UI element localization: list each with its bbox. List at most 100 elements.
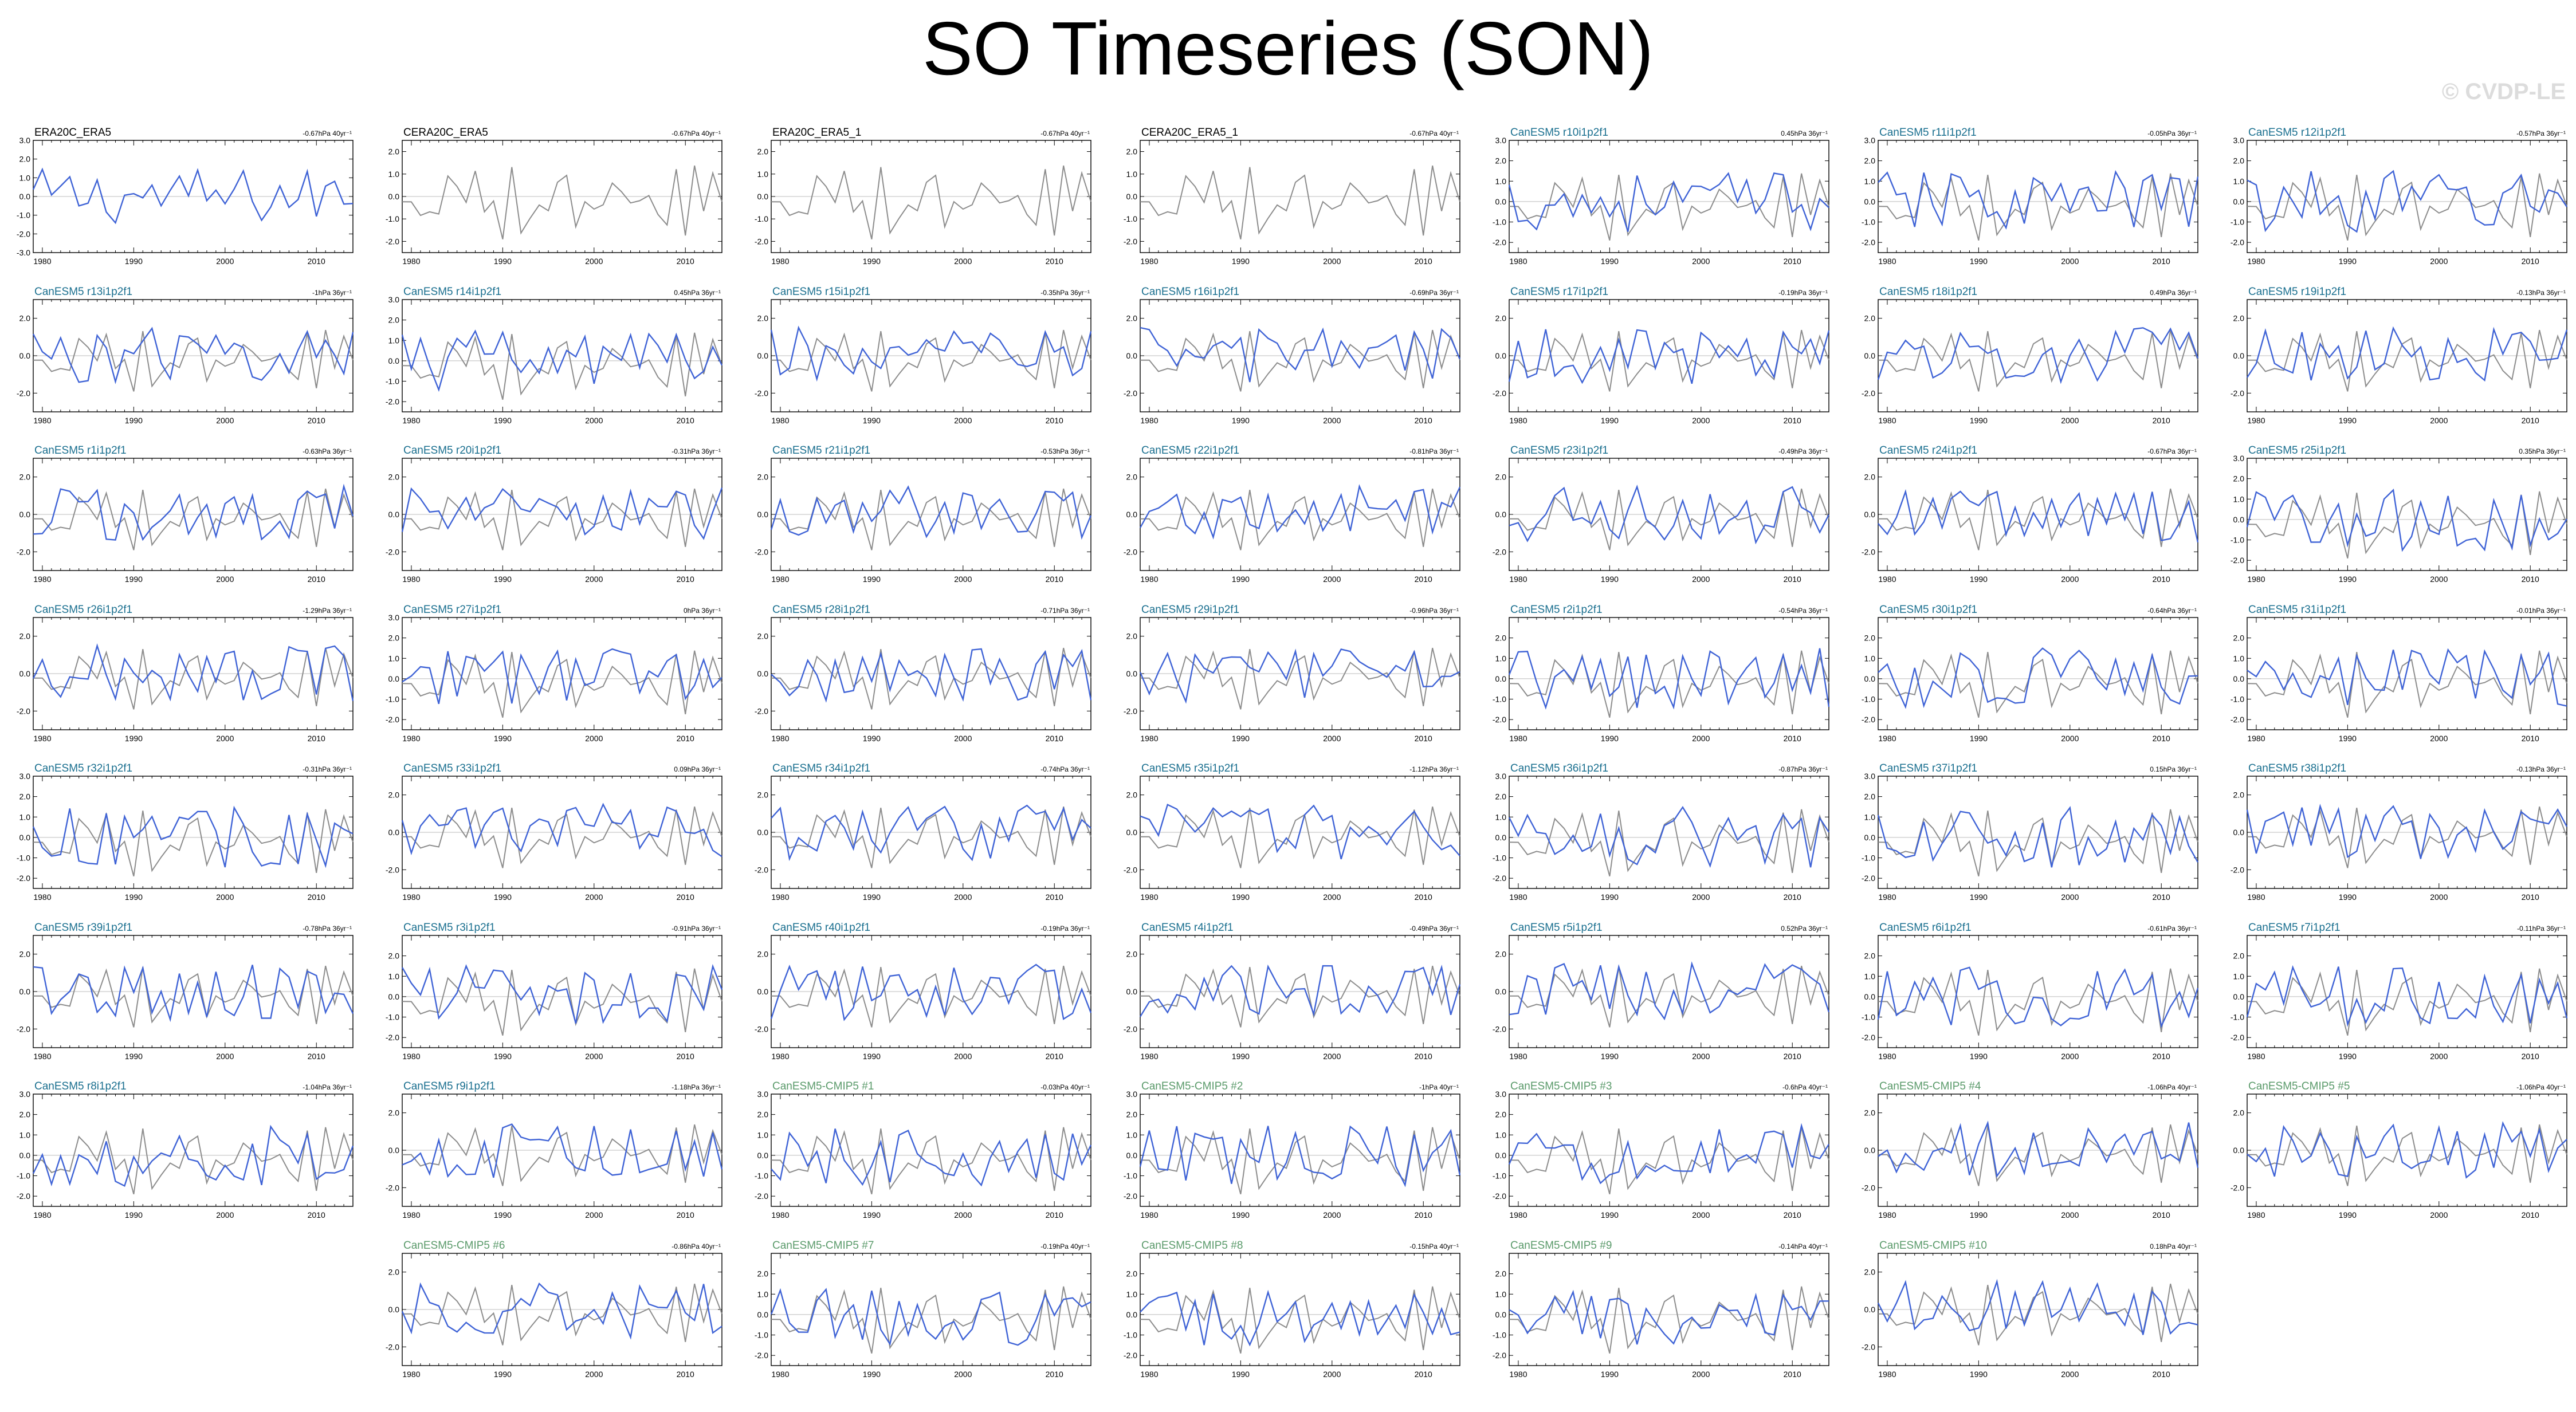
y-tick-label: 2.0 <box>1864 473 1876 482</box>
panel-title: CanESM5 r40i1p2f1 <box>772 922 870 934</box>
y-tick-label: 3.0 <box>19 772 31 781</box>
reference-series-line <box>1878 968 2198 1036</box>
y-tick-label: 0.0 <box>388 674 400 683</box>
y-tick-label: 1.0 <box>1864 654 1876 663</box>
y-tick-label: 2.0 <box>2233 156 2245 166</box>
y-tick-label: -2.0 <box>17 1024 30 1033</box>
y-tick-label: 1.0 <box>1495 812 1507 821</box>
reference-series-line <box>33 1127 354 1195</box>
panel-title: CanESM5 r1i1p2f1 <box>34 445 127 457</box>
x-tick-label: 2010 <box>1046 734 1063 743</box>
x-tick-label: 2010 <box>677 892 694 902</box>
x-tick-label: 2010 <box>1046 892 1063 902</box>
y-tick-label: 3.0 <box>1495 772 1507 781</box>
panel-frame <box>2247 935 2567 1048</box>
y-tick-label: 2.0 <box>2233 790 2245 800</box>
y-tick-label: 2.0 <box>1126 950 1138 959</box>
reference-series-line <box>1878 329 2198 392</box>
y-tick-label: 2.0 <box>19 155 31 164</box>
y-tick-label: -3.0 <box>17 248 30 257</box>
panel-trend-label: -0.87hPa 36yr⁻¹ <box>1778 765 1828 773</box>
timeseries-panel: CanESM5 r26i1p2f1 -1.29hPa 36yr⁻¹ 2.0 0.0 -2… <box>17 604 354 743</box>
model-series-line <box>1509 961 1830 1021</box>
x-tick-label: 1980 <box>33 1210 51 1220</box>
panel-trend-label: -0.78hPa 36yr⁻¹ <box>303 925 352 933</box>
y-tick-label: -2.0 <box>17 388 30 398</box>
panel-title: CanESM5 r32i1p2f1 <box>34 762 132 774</box>
y-tick-label: -1.0 <box>1862 695 1875 704</box>
x-tick-label: 1990 <box>1970 1052 1988 1061</box>
x-tick-label: 1990 <box>863 1370 881 1379</box>
y-tick-label: 1.0 <box>388 170 400 179</box>
reference-series-line <box>2247 173 2567 241</box>
x-tick-label: 1990 <box>125 892 143 902</box>
y-tick-label: 2.0 <box>19 632 31 641</box>
x-tick-label: 2010 <box>2153 892 2170 902</box>
y-tick-label: 0.0 <box>2233 197 2245 206</box>
timeseries-panel: CanESM5 r35i1p2f1 -1.12hPa 36yr⁻¹ 2.0 0.0 -2… <box>1124 762 1460 902</box>
x-tick-label: 2010 <box>1415 575 1432 584</box>
y-tick-label: 2.0 <box>1126 147 1138 156</box>
y-tick-label: -2.0 <box>1862 1033 1875 1042</box>
x-tick-label: 1980 <box>402 734 420 743</box>
panel-trend-label: -0.03hPa 40yr⁻¹ <box>1040 1083 1090 1091</box>
panel-frame <box>1509 140 1829 253</box>
y-tick-label: 0.0 <box>1495 987 1507 996</box>
y-tick-label: 0.0 <box>1495 351 1507 360</box>
y-tick-label: 0.0 <box>1126 510 1138 519</box>
x-tick-label: 2000 <box>954 257 972 266</box>
panel-title: CanESM5 r5i1p2f1 <box>1510 922 1603 934</box>
y-tick-label: -2.0 <box>1862 388 1875 398</box>
x-tick-label: 1990 <box>1232 416 1250 425</box>
panel-trend-label: -0.53hPa 36yr⁻¹ <box>1040 447 1090 455</box>
y-tick-label: -2.0 <box>1493 1191 1506 1201</box>
model-series-line <box>33 483 354 541</box>
y-tick-label: -2.0 <box>1124 1191 1137 1201</box>
panel-title: CanESM5 r8i1p2f1 <box>34 1080 127 1092</box>
y-tick-label: 0.0 <box>757 828 769 837</box>
y-tick-label: 0.0 <box>1864 1146 1876 1155</box>
y-tick-label: -2.0 <box>1124 865 1137 874</box>
x-tick-label: 2010 <box>308 416 325 425</box>
y-tick-label: 1.0 <box>2233 494 2245 504</box>
y-tick-label: 0.0 <box>757 669 769 678</box>
panel-title: CanESM5 r10i1p2f1 <box>1510 127 1608 139</box>
model-series-line <box>401 1282 722 1340</box>
y-tick-label: -2.0 <box>1124 1024 1137 1033</box>
panel-title: CanESM5 r15i1p2f1 <box>772 286 870 298</box>
x-tick-label: 2010 <box>1046 1370 1063 1379</box>
reference-series-line <box>771 806 1091 868</box>
y-tick-label: 2.0 <box>388 790 400 800</box>
y-tick-label: 1.0 <box>1495 654 1507 663</box>
panel-trend-label: -0.67hPa 40yr⁻¹ <box>1409 129 1459 137</box>
y-tick-label: -2.0 <box>1493 388 1506 398</box>
panel-frame <box>771 1253 1091 1366</box>
y-tick-label: 2.0 <box>1126 790 1138 800</box>
timeseries-panel: CanESM5-CMIP5 #7 -0.19hPa 40yr⁻¹ 2.0 1.0 0.0… <box>755 1240 1091 1379</box>
reference-series-line <box>771 488 1091 550</box>
y-tick-label: -1.0 <box>1493 218 1506 227</box>
y-tick-label: -2.0 <box>1493 715 1506 724</box>
panel-frame <box>1140 1253 1460 1366</box>
panel-trend-label: -1hPa 40yr⁻¹ <box>1419 1083 1459 1091</box>
reference-series-line <box>1509 488 1829 550</box>
y-tick-label: 0.0 <box>19 351 31 360</box>
x-tick-label: 2010 <box>2153 575 2170 584</box>
reference-series-line <box>33 965 354 1028</box>
model-series-line <box>33 965 354 1022</box>
x-tick-label: 2010 <box>677 575 694 584</box>
panel-title: CanESM5 r18i1p2f1 <box>1879 286 1977 298</box>
model-series-line <box>1139 648 1460 704</box>
model-series-line <box>32 167 354 225</box>
reference-series-line <box>33 647 354 710</box>
x-tick-label: 2000 <box>2430 734 2448 743</box>
timeseries-panel: CanESM5-CMIP5 #8 -0.15hPa 40yr⁻¹ 2.0 1.0 0.0… <box>1124 1240 1460 1379</box>
y-tick-label: 0.0 <box>19 987 31 996</box>
x-tick-label: 1980 <box>2247 257 2265 266</box>
x-tick-label: 1980 <box>1509 1210 1527 1220</box>
y-tick-label: -1.0 <box>1124 1331 1137 1340</box>
model-series-line <box>2246 965 2568 1028</box>
x-tick-label: 1990 <box>2339 416 2357 425</box>
panel-title: CanESM5-CMIP5 #8 <box>1141 1240 1243 1252</box>
y-tick-label: 0.0 <box>757 987 769 996</box>
